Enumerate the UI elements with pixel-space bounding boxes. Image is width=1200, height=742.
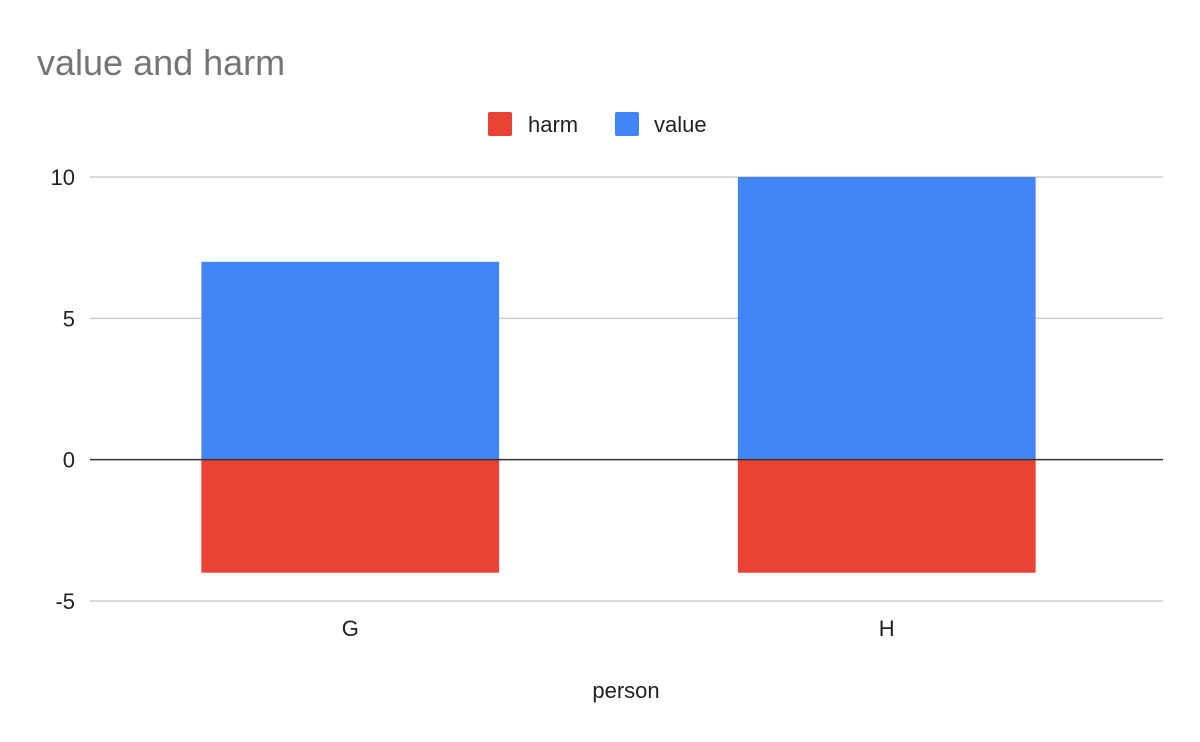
legend: harm value bbox=[488, 112, 707, 137]
legend-label-harm: harm bbox=[528, 112, 578, 137]
y-tick-label: -5 bbox=[55, 589, 75, 614]
legend-swatch-harm bbox=[488, 112, 512, 136]
legend-swatch-value bbox=[615, 112, 639, 136]
chart-title: value and harm bbox=[37, 42, 285, 83]
y-tick-label: 5 bbox=[63, 306, 75, 331]
legend-label-value: value bbox=[654, 112, 707, 137]
bar-value-G bbox=[201, 261, 500, 460]
bar-harm-H bbox=[737, 459, 1036, 573]
x-tick-label: G bbox=[342, 616, 359, 641]
bar-value-H bbox=[737, 177, 1036, 460]
y-tick-label: 0 bbox=[63, 448, 75, 473]
bars bbox=[201, 177, 1036, 573]
x-axis-title: person bbox=[592, 678, 659, 703]
y-axis-ticks: 10 5 0 -5 bbox=[51, 165, 75, 614]
x-tick-label: H bbox=[879, 616, 895, 641]
bar-harm-G bbox=[201, 459, 500, 573]
y-tick-label: 10 bbox=[51, 165, 75, 190]
